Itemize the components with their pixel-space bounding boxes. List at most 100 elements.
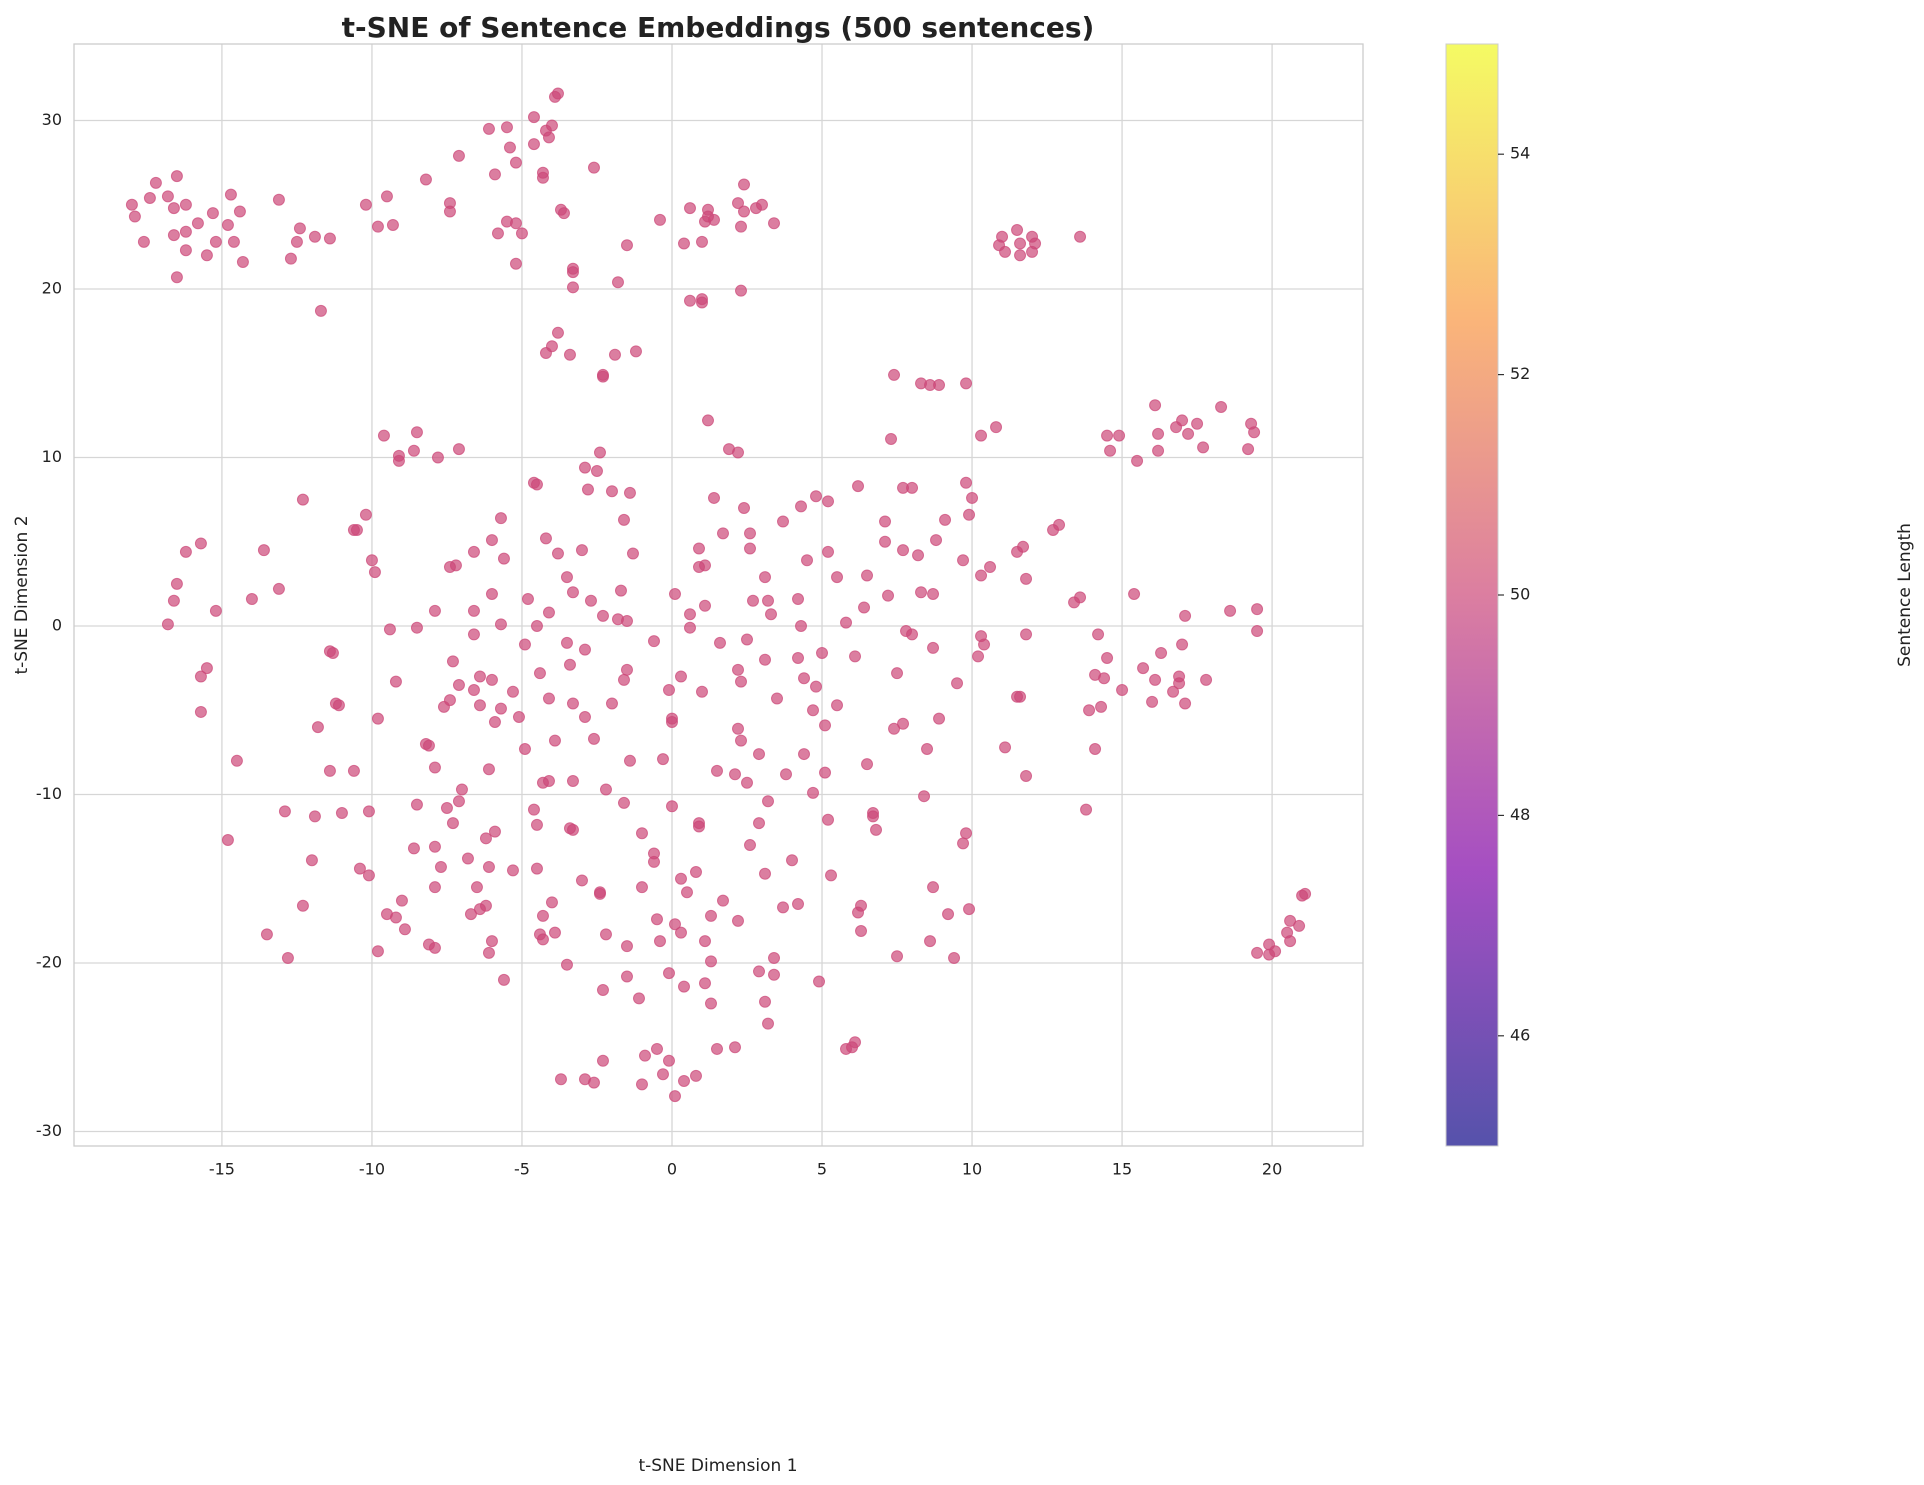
point [927, 587, 940, 600]
point [635, 881, 648, 894]
point [891, 950, 904, 963]
point [807, 786, 820, 799]
point [975, 429, 988, 442]
point [957, 554, 970, 567]
point [798, 672, 811, 685]
point [206, 207, 219, 220]
point [984, 561, 997, 574]
point [741, 776, 754, 789]
point [735, 734, 748, 747]
point [170, 271, 183, 284]
point [1293, 919, 1306, 932]
point [449, 559, 462, 572]
point [407, 842, 420, 855]
point [518, 638, 531, 651]
point [882, 589, 895, 602]
colorbar-label: Sentence Length [1895, 523, 1915, 667]
point [194, 705, 207, 718]
point [735, 220, 748, 233]
point [191, 217, 204, 230]
x-tick-label: 15 [1112, 1160, 1132, 1179]
point [482, 860, 495, 873]
point [650, 913, 663, 926]
point [768, 951, 781, 964]
point [732, 722, 745, 735]
point [332, 699, 345, 712]
point [819, 719, 832, 732]
point [398, 923, 411, 936]
point [879, 515, 892, 528]
point [1131, 454, 1144, 467]
point [674, 926, 687, 939]
point [359, 198, 372, 211]
point [368, 566, 381, 579]
point [738, 178, 751, 191]
x-tick-label: -5 [514, 1160, 530, 1179]
point [179, 545, 192, 558]
point [428, 840, 441, 853]
point [605, 697, 618, 710]
point [677, 1074, 690, 1087]
colorbar-tick-label: 46 [1510, 1025, 1530, 1044]
point [810, 680, 823, 693]
point [380, 190, 393, 203]
point [1179, 609, 1192, 622]
point [819, 766, 832, 779]
point [762, 795, 775, 808]
point [870, 823, 883, 836]
point [888, 368, 901, 381]
point [1269, 945, 1282, 958]
point [1089, 743, 1102, 756]
point [677, 980, 690, 993]
point [488, 716, 501, 729]
point [921, 743, 934, 756]
point [410, 798, 423, 811]
point [1242, 443, 1255, 456]
point [467, 628, 480, 641]
point [227, 235, 240, 248]
point [557, 207, 570, 220]
point [1053, 518, 1066, 531]
point [503, 141, 516, 154]
point [879, 535, 892, 548]
point [353, 862, 366, 875]
point [990, 421, 1003, 434]
point [410, 426, 423, 439]
point [849, 1036, 862, 1049]
point [732, 446, 745, 459]
point [927, 641, 940, 654]
point [296, 493, 309, 506]
point [1020, 628, 1033, 641]
point [698, 599, 711, 612]
point [620, 663, 633, 676]
point [209, 604, 222, 617]
point [479, 899, 492, 912]
point [1251, 625, 1264, 638]
point [951, 677, 964, 690]
point [1191, 417, 1204, 430]
point [689, 866, 702, 879]
point [566, 281, 579, 294]
point [578, 710, 591, 723]
point [446, 655, 459, 668]
point [1020, 769, 1033, 782]
point [744, 839, 757, 852]
point [335, 807, 348, 820]
point [1101, 429, 1114, 442]
point [861, 569, 874, 582]
point [798, 748, 811, 761]
point [653, 213, 666, 226]
point [296, 899, 309, 912]
point [326, 646, 339, 659]
point [530, 620, 543, 633]
point [542, 131, 555, 144]
point [167, 594, 180, 607]
point [1179, 697, 1192, 710]
point [527, 138, 540, 151]
point [587, 161, 600, 174]
point [179, 198, 192, 211]
point [467, 684, 480, 697]
point [578, 461, 591, 474]
point [236, 256, 249, 269]
point [698, 559, 711, 572]
